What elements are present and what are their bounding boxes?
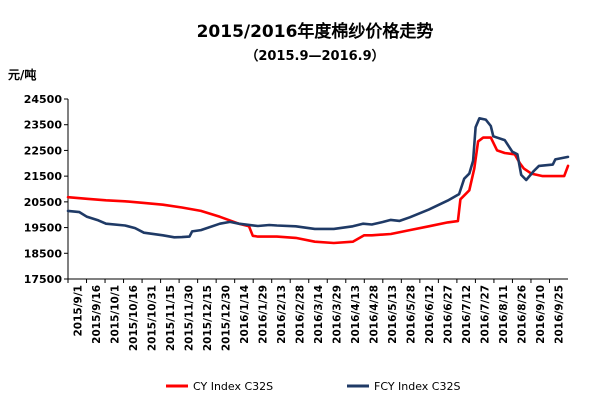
chart-title: 2015/2016年度棉纱价格走势 bbox=[197, 21, 434, 42]
y-tick-label: 23500 bbox=[24, 119, 63, 132]
x-tick-label: 2015/10/16 bbox=[128, 285, 140, 351]
x-tick-label: 2016/4/28 bbox=[369, 285, 381, 344]
x-tick-label: 2016/3/29 bbox=[332, 285, 344, 344]
axes bbox=[64, 98, 568, 283]
series-line-cy-index bbox=[66, 136, 570, 245]
x-tick-label: 2016/2/28 bbox=[295, 285, 307, 344]
y-tick-label: 17500 bbox=[24, 273, 63, 286]
x-tick-label: 2016/8/26 bbox=[517, 285, 529, 344]
x-tick-label: 2015/10/31 bbox=[146, 285, 158, 351]
legend: CY Index C32S FCY Index C32S bbox=[166, 380, 460, 393]
x-tick-label: 2016/1/14 bbox=[239, 285, 251, 344]
x-axis-tick-labels: 2015/9/1 2015/9/16 2015/10/1 2015/10/16 2015… bbox=[72, 285, 565, 351]
series-lines bbox=[66, 117, 570, 245]
x-tick-label: 2016/5/13 bbox=[387, 285, 399, 344]
y-tick-label: 22500 bbox=[24, 144, 63, 157]
x-tick-label: 2016/7/27 bbox=[480, 285, 492, 344]
chart-subtitle: （2015.9—2016.9） bbox=[245, 48, 384, 64]
x-tick-label: 2015/11/30 bbox=[183, 285, 195, 351]
y-axis-tick-labels: 24500 23500 22500 21500 20500 19500 18500 17500 bbox=[24, 93, 63, 286]
x-tick-label: 2016/4/13 bbox=[350, 285, 362, 344]
x-tick-label: 2015/10/1 bbox=[109, 285, 121, 344]
y-tick-label: 18500 bbox=[24, 247, 63, 260]
y-tick-label: 20500 bbox=[24, 196, 63, 209]
series-line-fcy-index bbox=[66, 117, 570, 239]
x-tick-label: 2016/7/12 bbox=[461, 285, 473, 344]
x-tick-label: 2016/6/27 bbox=[443, 285, 455, 344]
x-tick-label: 2016/9/10 bbox=[535, 285, 547, 344]
x-tick-label: 2016/3/14 bbox=[313, 285, 325, 344]
y-tick-label: 21500 bbox=[24, 170, 63, 183]
x-tick-label: 2016/6/12 bbox=[424, 285, 436, 344]
y-tick-label: 19500 bbox=[24, 222, 63, 235]
x-tick-label: 2016/8/11 bbox=[498, 285, 510, 344]
x-tick-label: 2015/11/15 bbox=[165, 285, 177, 351]
x-tick-label: 2016/2/13 bbox=[276, 285, 288, 344]
y-tick-label: 24500 bbox=[24, 93, 63, 106]
legend-label-fcy-index: FCY Index C32S bbox=[374, 380, 460, 393]
x-tick-label: 2016/1/29 bbox=[257, 285, 269, 344]
x-tick-label: 2015/9/16 bbox=[91, 285, 103, 344]
x-tick-label: 2015/9/1 bbox=[72, 285, 84, 337]
x-tick-label: 2015/12/30 bbox=[220, 285, 232, 351]
x-tick-label: 2015/12/15 bbox=[202, 285, 214, 351]
x-tick-label: 2016/9/25 bbox=[554, 285, 566, 344]
y-axis-unit-label: 元/吨 bbox=[8, 67, 36, 82]
legend-label-cy-index: CY Index C32S bbox=[193, 380, 273, 393]
x-tick-label: 2016/5/28 bbox=[406, 285, 418, 344]
